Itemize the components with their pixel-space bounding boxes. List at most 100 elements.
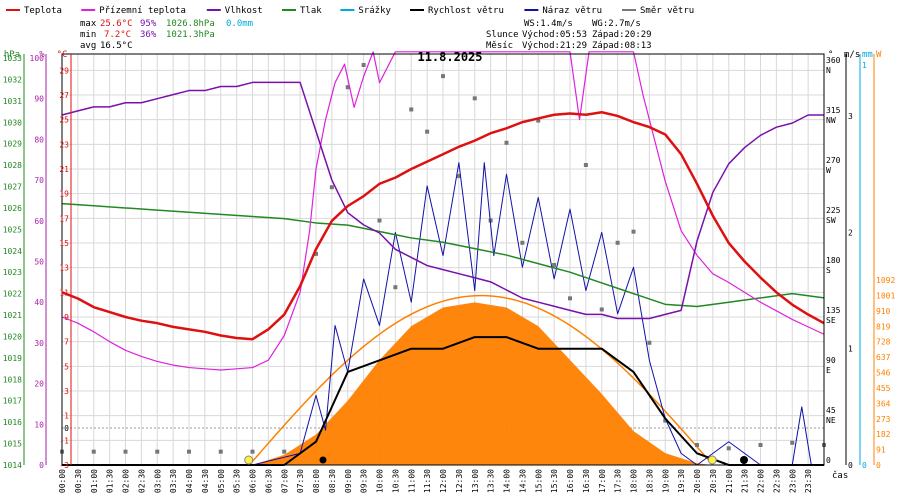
axis-hpa-tick: 1032: [3, 75, 22, 84]
legend-label: Teplota: [24, 6, 62, 16]
x-tick-label: 05:30: [233, 469, 242, 493]
wind-direction-point: [361, 63, 366, 67]
wind-direction-point: [726, 446, 731, 451]
wind-direction-point: [631, 229, 636, 234]
wind-direction-point: [695, 443, 699, 447]
x-tick-label: 04:30: [201, 469, 210, 493]
wind-direction-point: [123, 449, 128, 454]
wind-direction-point: [282, 449, 287, 454]
chart-title: 11.8.2025: [417, 50, 482, 64]
x-tick-label: 06:00: [249, 469, 258, 493]
x-axis-label: čas: [832, 470, 848, 481]
axis-direction-tick: 0: [826, 456, 831, 465]
axis-percent-tick: 50: [34, 258, 44, 267]
axis-hpa-tick: 1022: [3, 290, 22, 299]
x-tick-label: 16:00: [566, 469, 575, 493]
stat-min-temp: 7.2°C: [104, 30, 131, 40]
axis-celsius-tick: 7: [64, 338, 69, 347]
wind-direction-point: [663, 418, 668, 423]
x-tick-label: 14:00: [503, 469, 512, 493]
axis-percent-tick: 70: [34, 176, 44, 185]
axis-direction-compass: S: [826, 266, 831, 275]
x-tick-label: 23:30: [804, 469, 813, 493]
stat-max-temp: 25.6°C: [100, 19, 133, 29]
wind-direction-point: [520, 240, 525, 245]
x-tick-label: 02:30: [137, 469, 146, 493]
axis-hpa-tick: 1033: [3, 54, 22, 63]
legend-label: Náraz větru: [542, 6, 602, 16]
wind-direction-point: [536, 118, 541, 123]
legend-label: Vlhkost: [225, 6, 263, 16]
axis-solar-tick: 273: [876, 415, 891, 424]
x-tick-label: 07:00: [280, 469, 289, 493]
x-tick-label: 02:00: [122, 469, 131, 493]
stat-min-press: 1021.3hPa: [166, 30, 215, 40]
wind-direction-point: [441, 74, 445, 79]
wind-direction-point: [472, 96, 477, 101]
axis-direction-compass: E: [826, 366, 831, 375]
axis-wind-tick: 0: [848, 461, 853, 470]
axis-direction-compass: W: [826, 166, 831, 175]
axis-celsius-tick: -3: [59, 461, 69, 470]
wind-direction-point: [329, 185, 334, 190]
solar-max-curve: [248, 294, 711, 466]
axis-hpa-unit: hPa: [4, 50, 20, 60]
x-tick-label: 17:30: [614, 469, 623, 493]
axis-wind-tick: 3: [848, 112, 853, 121]
x-tick-label: 21:00: [725, 469, 734, 493]
axis-wind-tick: 1: [848, 345, 853, 354]
ground-temperature-line: [61, 51, 825, 371]
axis-hpa-tick: 1016: [3, 418, 22, 427]
axis-hpa-tick: 1031: [3, 97, 22, 106]
sunrise-marker: [244, 455, 254, 465]
axis-hpa-tick: 1021: [3, 311, 22, 320]
axis-direction-compass: SE: [826, 316, 836, 325]
legend-label: Směr větru: [640, 6, 694, 16]
axis-hpa-tick: 1027: [3, 183, 22, 192]
axis-percent-tick: 90: [34, 95, 44, 104]
axis-celsius-tick: 21: [59, 165, 69, 174]
axis-solar-tick: 1092: [876, 276, 895, 285]
legend-label: Tlak: [300, 6, 322, 16]
wind-gust-line: [62, 162, 824, 466]
axis-percent-tick: 100: [30, 54, 45, 63]
wind-direction-point: [583, 163, 588, 167]
axis-percent-tick: 20: [34, 380, 44, 389]
axis-hpa-tick: 1028: [3, 161, 22, 170]
solar-area: [252, 302, 713, 465]
axis-hpa-tick: 1025: [3, 225, 22, 234]
axis-celsius-zero: 0: [64, 424, 69, 433]
axis-hpa-tick: 1017: [3, 397, 22, 406]
wind-direction-point: [568, 296, 572, 301]
x-tick-label: 03:00: [153, 469, 162, 493]
axis-percent-unit: %: [39, 50, 45, 60]
x-tick-label: 04:00: [185, 469, 194, 493]
axis-percent-tick: 10: [34, 420, 44, 429]
axis-celsius-unit: °C: [57, 50, 68, 60]
axis-direction-tick: 45: [826, 406, 836, 415]
legend-label: Přízemní teplota: [99, 6, 186, 16]
info-ws: WS:1.4m/s: [524, 19, 573, 29]
axis-hpa-tick: 1029: [3, 140, 22, 149]
axis-celsius-tick: 25: [59, 116, 69, 125]
x-tick-label: 00:00: [58, 469, 67, 493]
axis-hpa-tick: 1023: [3, 268, 22, 277]
axis-direction-tick: 315: [826, 106, 841, 115]
chart-legend: Teplota Přízemní teplota Vlhkost Tlak Srážky…: [6, 6, 694, 16]
wind-direction-point: [91, 449, 96, 454]
x-tick-label: 14:30: [518, 469, 527, 493]
axis-solar-tick: 1001: [876, 291, 895, 300]
axis-celsius-tick: 5: [64, 362, 69, 371]
x-tick-label: 16:30: [582, 469, 591, 493]
axis-celsius-tick: 3: [64, 387, 69, 396]
wind-direction-point: [504, 140, 509, 145]
x-tick-label: 19:30: [677, 469, 686, 493]
wind-direction-point: [393, 285, 398, 290]
axis-direction-compass: NE: [826, 416, 836, 425]
x-tick-label: 08:00: [312, 469, 321, 493]
axis-celsius-tick: 9: [64, 313, 69, 322]
legend-label: Rychlost větru: [428, 6, 504, 16]
axis-solar-tick: 637: [876, 353, 891, 362]
axis-celsius-tick: 23: [59, 140, 69, 149]
